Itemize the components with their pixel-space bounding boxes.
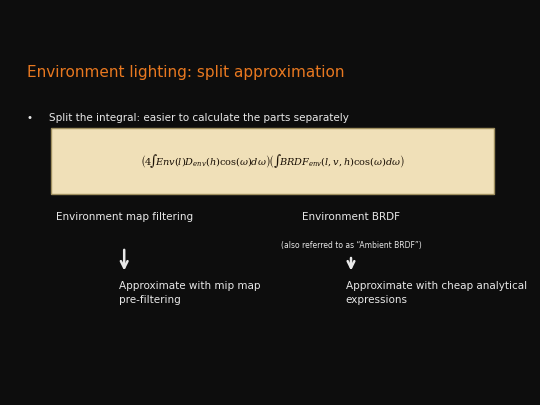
Text: Environment BRDF: Environment BRDF	[302, 212, 400, 222]
Text: $\left(4\!\int\! Env(l)D_{env}(h)\cos(\omega)d\omega\right)\!\left(\int\! BRDF_{: $\left(4\!\int\! Env(l)D_{env}(h)\cos(\o…	[140, 152, 405, 170]
Text: Approximate with cheap analytical
expressions: Approximate with cheap analytical expres…	[346, 281, 526, 305]
Text: (also referred to as “Ambient BRDF”): (also referred to as “Ambient BRDF”)	[281, 241, 421, 249]
Text: Environment lighting: split approximation: Environment lighting: split approximatio…	[27, 65, 345, 80]
Text: Split the integral: easier to calculate the parts separately: Split the integral: easier to calculate …	[49, 113, 348, 124]
Text: •: •	[27, 113, 33, 124]
FancyBboxPatch shape	[51, 128, 494, 194]
Text: Environment map filtering: Environment map filtering	[56, 212, 193, 222]
Text: Approximate with mip map
pre-filtering: Approximate with mip map pre-filtering	[119, 281, 260, 305]
